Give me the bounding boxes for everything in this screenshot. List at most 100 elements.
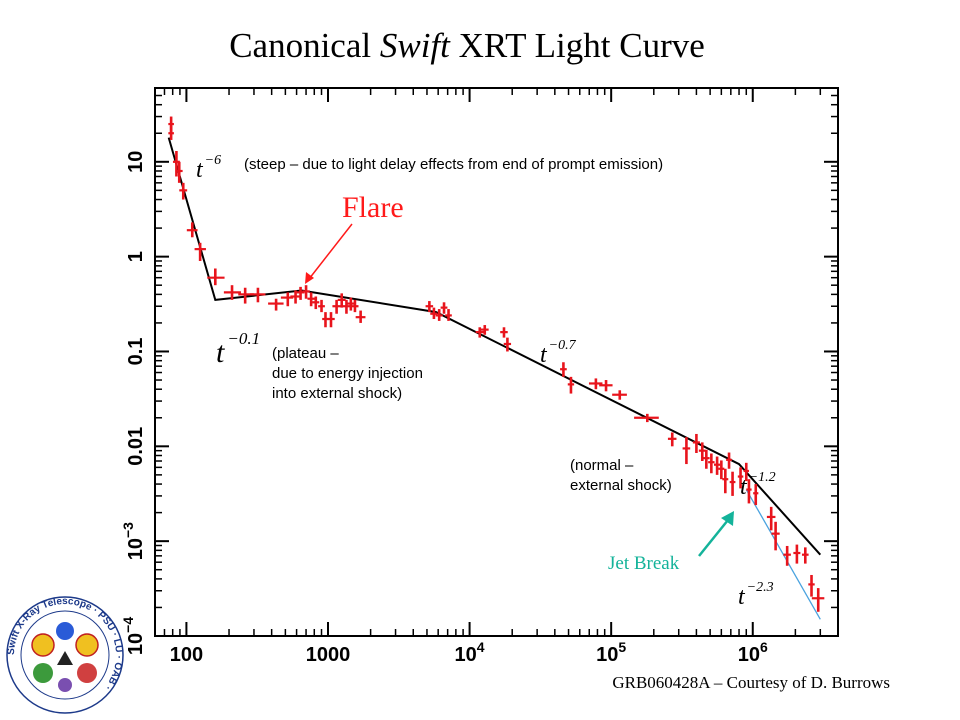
data-point bbox=[713, 456, 721, 475]
data-point bbox=[337, 293, 346, 308]
y-tick-label: 0.1 bbox=[125, 338, 147, 366]
data-point bbox=[703, 449, 710, 469]
data-point bbox=[692, 433, 700, 454]
normal-powerlaw: t −0.7 bbox=[540, 338, 577, 368]
data-point bbox=[771, 521, 780, 551]
data-point bbox=[351, 299, 359, 313]
x-tick-label: 100 bbox=[170, 644, 203, 666]
data-point bbox=[186, 222, 198, 238]
steep-powerlaw: t −6 bbox=[196, 153, 221, 183]
y-tick-label: 0.01 bbox=[125, 427, 147, 466]
data-point bbox=[194, 242, 206, 261]
data-point bbox=[168, 125, 174, 140]
data-point bbox=[766, 506, 776, 531]
model-fit-line bbox=[167, 137, 822, 556]
post-break-powerlaw: t −1.2 bbox=[740, 470, 776, 500]
x-tick-exp: 5 bbox=[618, 639, 626, 655]
x-tick-base: 10 bbox=[596, 644, 618, 666]
data-point bbox=[708, 453, 715, 474]
data-point bbox=[808, 574, 815, 597]
plateau-note: (plateau – due to energy injection into ex… bbox=[272, 345, 423, 402]
data-point bbox=[355, 310, 366, 323]
normal-note: (normal – external shock) bbox=[570, 457, 672, 494]
x-tick-exp: 4 bbox=[477, 639, 485, 655]
title-part-2: XRT Light Curve bbox=[450, 26, 705, 65]
steep-note: (steep – due to light delay effects from… bbox=[244, 156, 663, 173]
data-point bbox=[746, 479, 752, 504]
data-point bbox=[307, 292, 315, 307]
y-tick-label: 10−3 bbox=[120, 522, 147, 560]
data-point bbox=[567, 376, 575, 394]
data-point bbox=[440, 302, 448, 314]
jet-break-arrowhead bbox=[721, 511, 734, 526]
flare-label: Flare bbox=[342, 191, 404, 224]
data-point bbox=[175, 161, 183, 183]
data-point bbox=[318, 299, 325, 313]
jet-powerlaw: t −2.3 bbox=[738, 580, 774, 610]
data-point bbox=[599, 380, 613, 392]
swift-xrt-logo-icon: Swift X-Ray Telescope · PSU · LU · OAB · bbox=[6, 596, 124, 714]
data-point bbox=[430, 307, 438, 320]
x-tick-label: 104 bbox=[455, 639, 485, 666]
data-points bbox=[168, 116, 825, 612]
data-point bbox=[332, 299, 341, 314]
data-point bbox=[753, 484, 759, 506]
x-tick-label: 106 bbox=[738, 639, 768, 666]
data-point bbox=[667, 432, 677, 447]
data-point bbox=[726, 452, 732, 469]
x-tick-label: 105 bbox=[596, 639, 626, 666]
data-point bbox=[327, 312, 335, 328]
plot-frame bbox=[154, 87, 839, 637]
y-tick-exp: −4 bbox=[120, 617, 136, 633]
data-point bbox=[793, 544, 801, 564]
slide-title: Canonical Swift XRT Light Curve bbox=[229, 26, 705, 65]
data-point bbox=[588, 378, 603, 390]
data-point bbox=[729, 471, 736, 496]
x-tick-base: 10 bbox=[738, 644, 760, 666]
y-tick-label: 10 bbox=[125, 151, 147, 173]
x-tick-label: 1000 bbox=[306, 644, 351, 666]
credit-text: GRB060428A – Courtesy of D. Burrows bbox=[612, 673, 890, 692]
data-point bbox=[179, 182, 188, 200]
data-point bbox=[682, 437, 691, 465]
data-point bbox=[811, 588, 825, 612]
y-tick-base: 10 bbox=[125, 538, 147, 560]
data-point bbox=[480, 325, 489, 335]
x-tick-exp: 6 bbox=[760, 639, 768, 655]
data-point bbox=[296, 286, 305, 300]
data-point bbox=[290, 290, 301, 304]
data-point bbox=[268, 298, 284, 311]
data-point bbox=[722, 468, 729, 494]
data-point bbox=[435, 309, 443, 321]
data-point bbox=[342, 299, 351, 314]
jet-break-fit-line bbox=[745, 489, 821, 620]
data-point bbox=[743, 462, 749, 482]
jet-break-arrow bbox=[698, 519, 729, 557]
data-point bbox=[783, 545, 791, 566]
data-point bbox=[475, 327, 484, 338]
data-point bbox=[737, 467, 744, 489]
title-part-swift: Swift bbox=[380, 26, 451, 65]
data-point bbox=[718, 460, 725, 480]
title-part-1: Canonical bbox=[229, 26, 380, 65]
data-point bbox=[560, 362, 567, 377]
flare-arrowhead bbox=[305, 272, 314, 284]
data-point bbox=[801, 547, 809, 564]
jet-break-label: Jet Break bbox=[608, 553, 680, 574]
data-point bbox=[312, 296, 320, 310]
data-point bbox=[347, 297, 355, 311]
y-tick-label: 1 bbox=[125, 251, 147, 262]
data-point bbox=[698, 442, 706, 462]
plateau-powerlaw: t −0.1 bbox=[216, 329, 260, 369]
data-point bbox=[302, 285, 310, 299]
data-point bbox=[425, 301, 434, 313]
data-point bbox=[634, 413, 659, 423]
y-tick-exp: −3 bbox=[120, 522, 136, 538]
data-point bbox=[207, 268, 225, 286]
data-point bbox=[249, 287, 266, 303]
data-point bbox=[500, 327, 508, 338]
data-point bbox=[503, 337, 512, 352]
y-tick-label: 10−4 bbox=[120, 617, 147, 655]
